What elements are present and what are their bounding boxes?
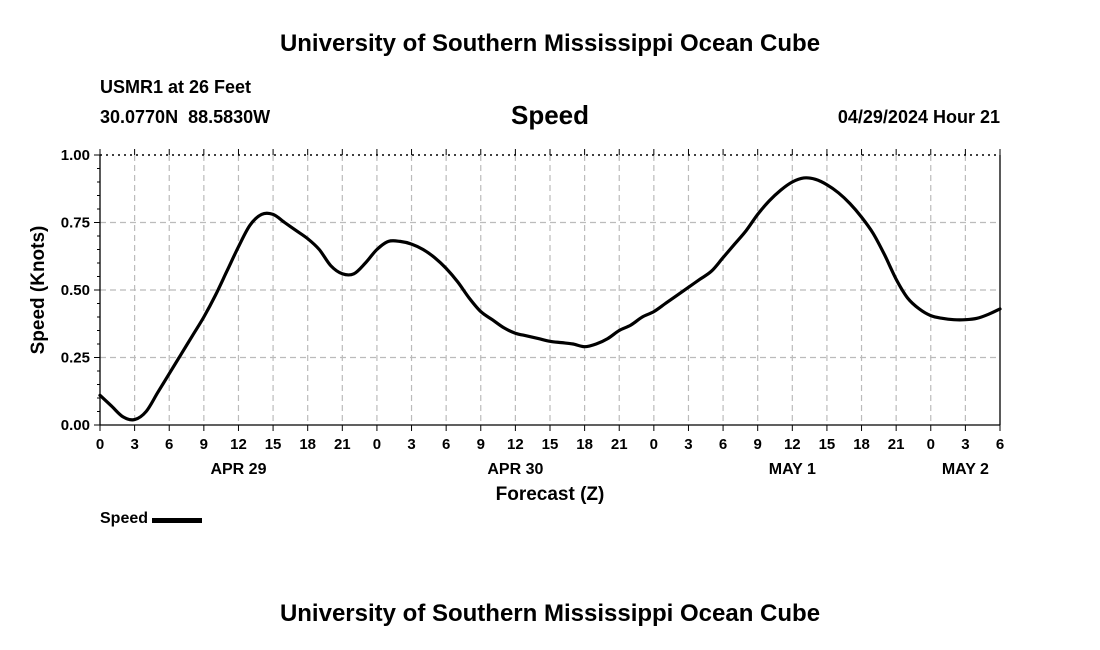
station-name: USMR1 at 26 Feet [100,77,252,97]
x-tick-label: 9 [477,436,485,453]
x-tick-label: 0 [650,436,658,453]
station-coordinates: 30.0770N 88.5830W [100,107,271,127]
x-tick-label: 6 [996,436,1004,453]
x-tick-label: 21 [888,436,905,453]
x-tick-label: 12 [784,436,801,453]
x-tick-label: 3 [407,436,415,453]
x-tick-label: 21 [611,436,628,453]
date-label: APR 30 [487,461,543,478]
x-tick-label: 3 [961,436,969,453]
x-tick-label: 12 [230,436,247,453]
date-labels: APR 29 APR 30 MAY 1 MAY 2 [210,461,989,478]
x-tick-label: 12 [507,436,524,453]
speed-series-line [98,176,1002,422]
grid-lines [100,155,1000,425]
forecast-datetime: 04/29/2024 Hour 21 [837,107,1000,127]
x-tick-label: 15 [542,436,559,453]
x-tick-label: 18 [853,436,870,453]
legend-label: Speed [100,510,149,527]
page-title-bottom: University of Southern Mississippi Ocean… [279,600,821,627]
y-axis-label: Speed (Knots) [28,226,49,355]
chart-title: Speed [510,100,590,130]
x-tick-label: 0 [373,436,381,453]
x-tick-label: 0 [96,436,104,453]
y-tick-labels: 0.00 0.25 0.50 0.75 1.00 [61,147,90,434]
x-tick-label: 6 [165,436,173,453]
series-lines [98,176,1002,422]
x-tick-label: 18 [576,436,593,453]
y-tick-label: 0.00 [61,417,90,434]
x-tick-label: 3 [130,436,138,453]
x-tick-label: 3 [684,436,692,453]
x-tick-label: 21 [334,436,351,453]
x-tick-label: 9 [754,436,762,453]
date-label: MAY 1 [769,461,816,478]
chart-axes [94,149,1001,431]
date-label: MAY 2 [942,461,989,478]
y-tick-label: 0.50 [61,282,90,299]
x-tick-label: 15 [819,436,836,453]
x-tick-label: 6 [719,436,727,453]
x-tick-labels: 0 3 6 9 12 15 18 21 0 3 6 9 12 15 18 21 0 3 6 9 12 15 18 21 0 3 6 [96,436,1004,453]
chart-legend: Speed [100,510,203,528]
y-tick-label: 0.75 [61,215,90,232]
legend-line-swatch [152,517,203,523]
x-tick-label: 15 [265,436,282,453]
y-tick-label: 0.25 [61,350,90,367]
x-tick-label: 9 [200,436,208,453]
x-axis-label: Forecast (Z) [496,484,605,505]
x-tick-label: 18 [299,436,316,453]
page-title-top: University of Southern Mississippi Ocean… [279,30,821,57]
x-tick-label: 0 [927,436,935,453]
date-label: APR 29 [210,461,266,478]
y-tick-label: 1.00 [61,147,90,164]
x-tick-label: 6 [442,436,450,453]
